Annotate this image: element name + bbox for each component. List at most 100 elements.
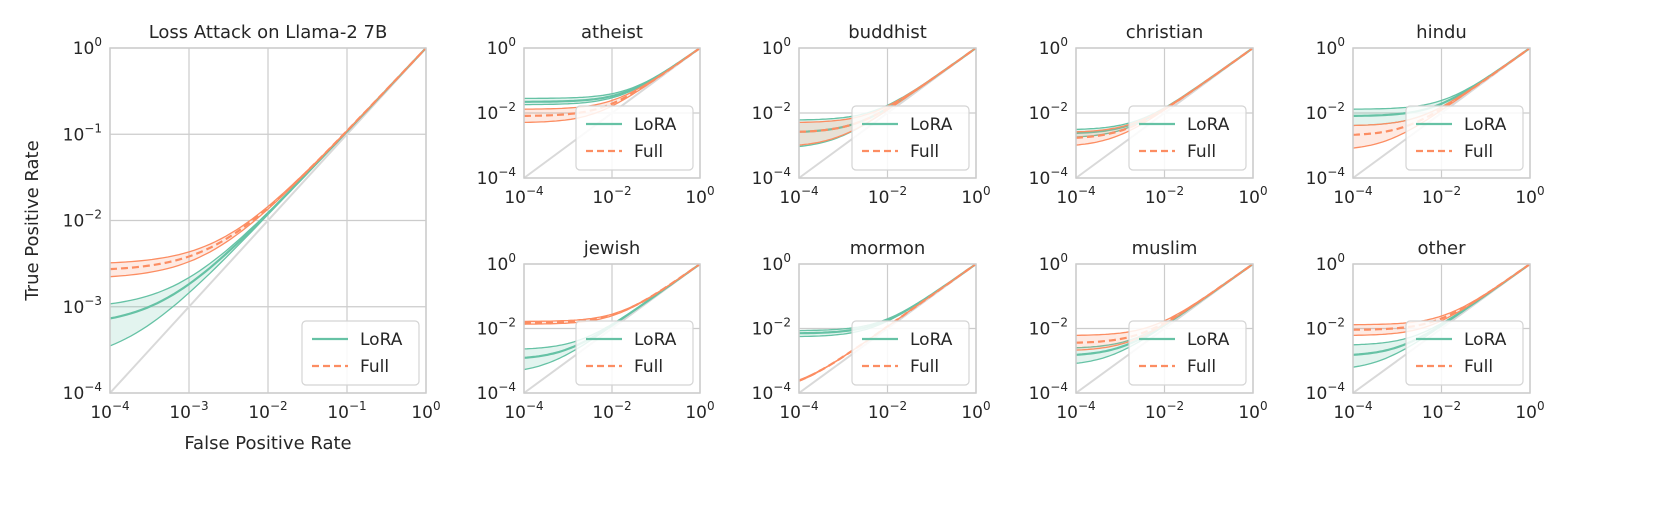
legend: LoRA Full: [1128, 320, 1247, 386]
panel-main: 10−4 10−3 10−2 10−1 100 10−4 10−3 10−2 10−1 100 Lo…: [22, 22, 441, 454]
axes-frame: [109, 47, 427, 394]
x-tick-label: 100: [1238, 399, 1267, 423]
y-tick-label: 100: [1039, 35, 1068, 59]
x-tick-label: 10−2: [1145, 399, 1184, 423]
chart-title: other: [1418, 238, 1467, 259]
x-tick-label: 10−4: [1056, 184, 1095, 208]
y-tick-label: 100: [762, 251, 791, 275]
legend-box: [851, 105, 970, 171]
axes-frame: [798, 47, 977, 179]
panel-atheist: 10−4 10−2 100 10−4 10−2 100 atheist LoRA Full: [477, 22, 715, 208]
panel-buddhist: 10−4 10−2 100 10−4 10−2 100 buddhist LoRA Full: [752, 22, 991, 208]
y-tick-label: 10−2: [752, 100, 791, 124]
y-tick-label: 10−2: [1029, 316, 1068, 340]
panel-jewish: 10−4 10−2 100 10−4 10−2 100 jewish LoRA Full: [477, 238, 715, 423]
x-tick-label: 10−2: [1145, 184, 1184, 208]
legend: LoRA Full: [851, 320, 970, 386]
y-tick-label: 10−2: [1029, 100, 1068, 124]
y-tick-label: 10−4: [1306, 165, 1345, 189]
y-tick-label: 10−2: [477, 316, 516, 340]
chart-title: atheist: [581, 22, 643, 43]
y-tick-label: 10−2: [1306, 100, 1345, 124]
x-tick-label: 10−3: [169, 399, 208, 423]
chart-title: muslim: [1132, 238, 1198, 259]
lora-confidence-band: [799, 48, 976, 147]
y-tick-label: 10−4: [752, 165, 791, 189]
y-tick-label: 100: [487, 35, 516, 59]
panel-muslim: 10−4 10−2 100 10−4 10−2 100 muslim LoRA Full: [1029, 238, 1268, 423]
panel-other: 10−4 10−2 100 10−4 10−2 100 other LoRA Full: [1306, 238, 1545, 423]
legend-label-lora: LoRA: [910, 115, 953, 135]
y-tick-label: 100: [73, 35, 102, 59]
x-tick-label: 10−4: [779, 399, 818, 423]
legend: LoRA Full: [1405, 105, 1524, 171]
y-tick-label: 10−2: [477, 100, 516, 124]
legend: LoRA Full: [1128, 105, 1247, 171]
chart-title: buddhist: [848, 22, 927, 43]
x-tick-label: 100: [1515, 399, 1544, 423]
plot-area: [110, 48, 426, 347]
x-tick-label: 100: [685, 399, 714, 423]
y-tick-label: 100: [1039, 251, 1068, 275]
y-tick-label: 10−1: [63, 121, 102, 145]
x-tick-label: 10−2: [1422, 184, 1461, 208]
legend-box: [575, 105, 694, 171]
legend-label-lora: LoRA: [1187, 330, 1230, 350]
full-confidence-band: [799, 48, 976, 146]
legend-label-full: Full: [1187, 357, 1216, 377]
x-tick-label: 10−4: [504, 399, 543, 423]
legend-label-full: Full: [1464, 357, 1493, 377]
y-tick-label: 10−4: [477, 380, 516, 404]
axes-frame: [798, 263, 977, 394]
x-axis-label: False Positive Rate: [184, 433, 351, 454]
lora-confidence-band: [110, 48, 426, 346]
full-confidence-band: [1353, 264, 1530, 336]
chart-title: hindu: [1416, 22, 1467, 43]
legend-label-full: Full: [634, 142, 663, 162]
legend-box: [851, 320, 970, 386]
y-axis-label: True Positive Rate: [22, 140, 43, 301]
legend: LoRA Full: [575, 320, 694, 386]
x-tick-label: 10−2: [592, 184, 631, 208]
x-tick-label: 10−4: [1056, 399, 1095, 423]
legend: LoRA Full: [851, 105, 970, 171]
y-tick-label: 100: [1316, 35, 1345, 59]
legend-box: [1405, 105, 1524, 171]
legend-label-lora: LoRA: [360, 330, 403, 350]
legend: LoRA Full: [575, 105, 694, 171]
y-tick-label: 100: [1316, 251, 1345, 275]
x-tick-label: 100: [961, 399, 990, 423]
x-tick-label: 100: [1238, 184, 1267, 208]
axes-frame: [523, 263, 701, 394]
legend-box: [575, 320, 694, 386]
x-tick-label: 10−2: [1422, 399, 1461, 423]
x-tick-label: 10−2: [248, 399, 287, 423]
y-tick-label: 10−4: [1306, 380, 1345, 404]
y-tick-label: 10−4: [752, 380, 791, 404]
lora-confidence-band: [1353, 48, 1530, 126]
y-tick-label: 100: [487, 251, 516, 275]
x-tick-label: 10−4: [1333, 184, 1372, 208]
full-roc-line: [524, 264, 700, 324]
diagonal-reference-line: [109, 47, 427, 394]
y-tick-label: 10−2: [63, 208, 102, 232]
x-tick-label: 10−4: [779, 184, 818, 208]
x-tick-label: 10−4: [1333, 399, 1372, 423]
legend-box: [1128, 320, 1247, 386]
x-tick-label: 10−2: [868, 399, 907, 423]
y-tick-label: 10−2: [1306, 316, 1345, 340]
chart-title: mormon: [850, 238, 926, 259]
panel-hindu: 10−4 10−2 100 10−4 10−2 100 hindu LoRA Full: [1306, 22, 1545, 208]
y-tick-label: 10−4: [1029, 380, 1068, 404]
y-tick-label: 10−3: [63, 294, 102, 318]
y-tick-label: 10−4: [1029, 165, 1068, 189]
legend-label-lora: LoRA: [1187, 115, 1230, 135]
x-tick-label: 10−1: [327, 399, 366, 423]
panel-christian: 10−4 10−2 100 10−4 10−2 100 christian LoRA Full: [1029, 22, 1268, 208]
full-roc-line: [110, 48, 426, 271]
chart-title: Loss Attack on Llama-2 7B: [149, 22, 388, 43]
axes-frame: [1075, 263, 1254, 394]
legend-label-lora: LoRA: [1464, 330, 1507, 350]
y-tick-label: 10−4: [477, 165, 516, 189]
